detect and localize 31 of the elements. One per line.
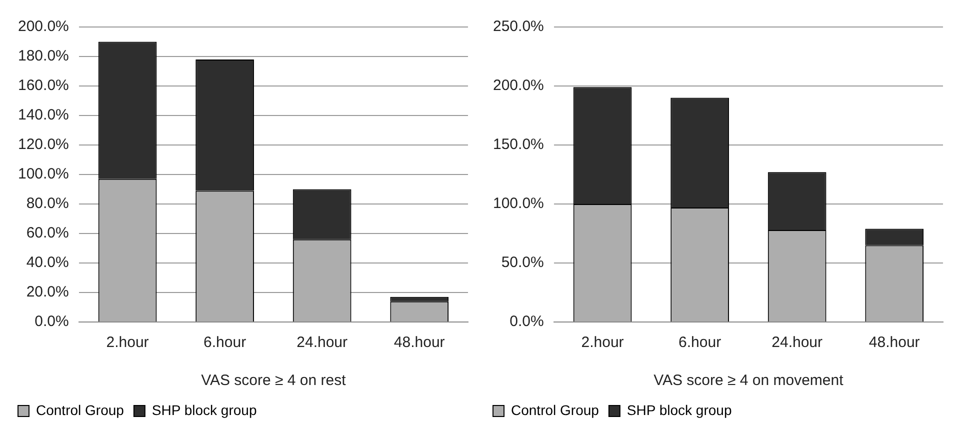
y-tick-label: 80.0% [26, 195, 69, 212]
y-tick-label: 0.0% [34, 313, 69, 330]
y-tick-label: 60.0% [26, 224, 69, 242]
x-tick-label: 6.hour [678, 334, 722, 352]
x-tick-label: 2.hour [106, 334, 149, 352]
x-tick-label: 24.hour [296, 334, 348, 352]
y-tick-label: 0.0% [510, 313, 544, 330]
x-axis-title: VAS score ≥ 4 on rest [201, 372, 347, 390]
y-tick-label: 20.0% [26, 284, 69, 301]
legend-label: Control Group [36, 402, 124, 418]
y-tick-label: 200.0% [493, 77, 544, 94]
x-tick-label: 48.hour [868, 334, 920, 352]
y-tick-label: 120.0% [18, 136, 69, 154]
x-tick-label: 2.hour [581, 334, 624, 352]
x-tick-label: 48.hour [394, 334, 445, 352]
x-axis-title: VAS score ≥ 4 on movement [654, 372, 844, 390]
y-tick-label: 40.0% [26, 254, 69, 272]
y-tick-label: 180.0% [18, 48, 69, 65]
legend-label: SHP block group [152, 402, 257, 418]
y-tick-label: 100.0% [18, 166, 69, 183]
y-tick-label: 150.0% [493, 136, 544, 154]
y-tick-label: 250.0% [493, 18, 544, 36]
y-tick-label: 160.0% [18, 77, 69, 94]
y-tick-label: 100.0% [493, 195, 544, 212]
x-tick-label: 24.hour [772, 334, 823, 352]
y-tick-label: 50.0% [501, 254, 544, 272]
y-tick-label: 140.0% [18, 106, 69, 124]
legend-label: SHP block group [626, 402, 732, 418]
y-tick-label: 200.0% [18, 18, 69, 36]
x-tick-label: 6.hour [204, 334, 246, 352]
legend-label: Control Group [511, 402, 600, 418]
